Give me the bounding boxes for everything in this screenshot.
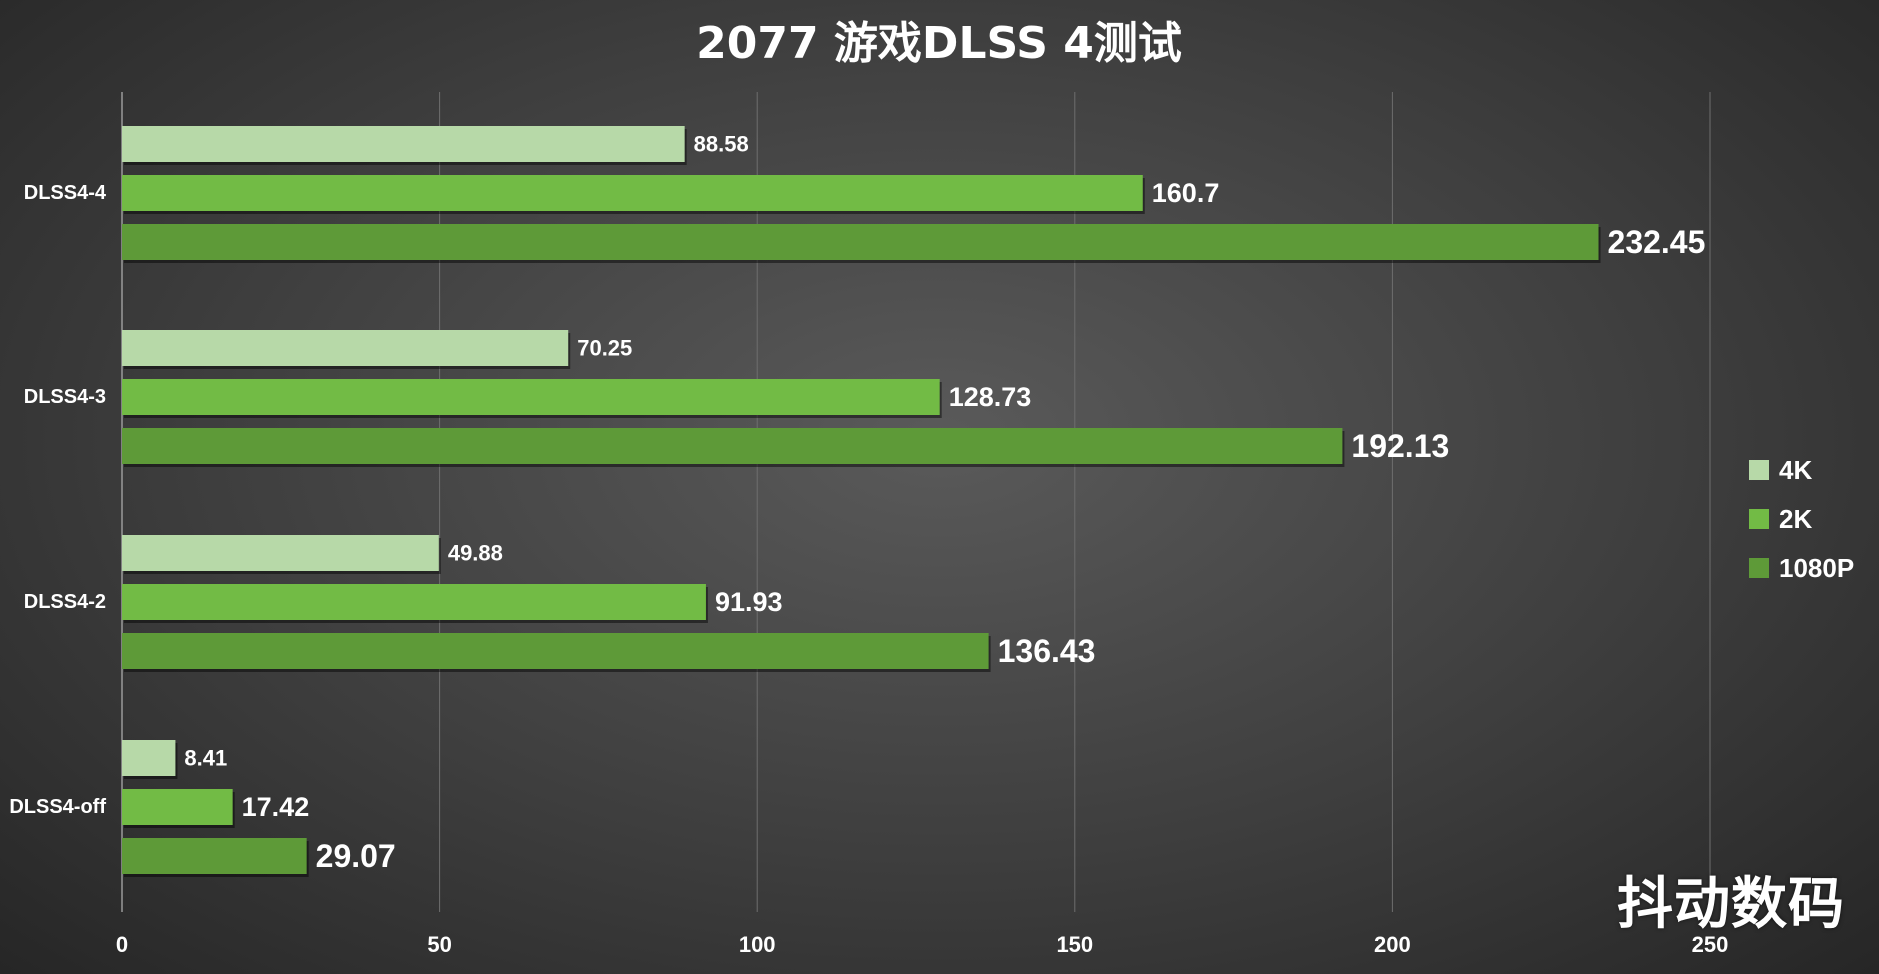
x-tick-label: 100 [739,932,776,957]
bar-1080p-dlss4-4 [122,224,1599,260]
category-label: DLSS4-off [9,796,106,818]
data-label: 128.73 [949,382,1032,412]
legend-swatch [1749,558,1769,578]
category-label: DLSS4-4 [24,182,107,204]
x-tick-label: 250 [1692,932,1729,957]
x-tick-label: 0 [116,932,128,957]
bar-4k-dlss4-2 [122,535,439,571]
bar-4k-dlss4-4 [122,126,685,162]
legend: 4K 2K 1080P [1749,455,1854,583]
bar-1080p-dlss4-2 [122,633,989,669]
bar-4k-dlss4-off [122,740,176,776]
data-label: 91.93 [715,587,783,617]
x-tick-label: 50 [427,932,451,957]
chart-title: 2077 游戏DLSS 4测试 [696,18,1182,69]
x-tick-label: 150 [1056,932,1093,957]
bar-2k-dlss4-off [122,789,233,825]
data-label: 88.58 [694,132,749,157]
data-label: 70.25 [577,336,632,361]
data-label: 49.88 [448,541,503,566]
category-labels: DLSS4-4 DLSS4-3 DLSS4-2 DLSS4-off [9,182,107,818]
gridlines [121,92,1711,912]
category-label: DLSS4-3 [24,386,106,408]
legend-label: 4K [1779,455,1812,485]
data-label: 192.13 [1351,428,1449,464]
legend-swatch [1749,509,1769,529]
bar-2k-dlss4-3 [122,379,940,415]
watermark-text: 抖动数码 [1617,872,1845,937]
data-label: 136.43 [998,633,1096,669]
data-label: 232.45 [1608,224,1706,260]
data-label: 29.07 [316,838,396,874]
bar-4k-dlss4-3 [122,330,569,366]
data-label: 8.41 [184,746,227,771]
bar-1080p-dlss4-3 [122,428,1343,464]
bars [122,126,1601,877]
bar-2k-dlss4-4 [122,175,1143,211]
data-labels: 88.58 160.7 232.45 70.25 128.73 192.13 49.88 91… [184,132,1705,875]
legend-label: 1080P [1779,553,1854,583]
legend-label: 2K [1779,504,1812,534]
x-axis-ticks: 0 50 100 150 200 250 [116,932,1728,957]
category-label: DLSS4-2 [24,591,106,613]
x-tick-label: 200 [1374,932,1411,957]
bar-1080p-dlss4-off [122,838,307,874]
legend-swatch [1749,460,1769,480]
data-label: 160.7 [1152,178,1220,208]
data-label: 17.42 [242,792,310,822]
bar-2k-dlss4-2 [122,584,706,620]
